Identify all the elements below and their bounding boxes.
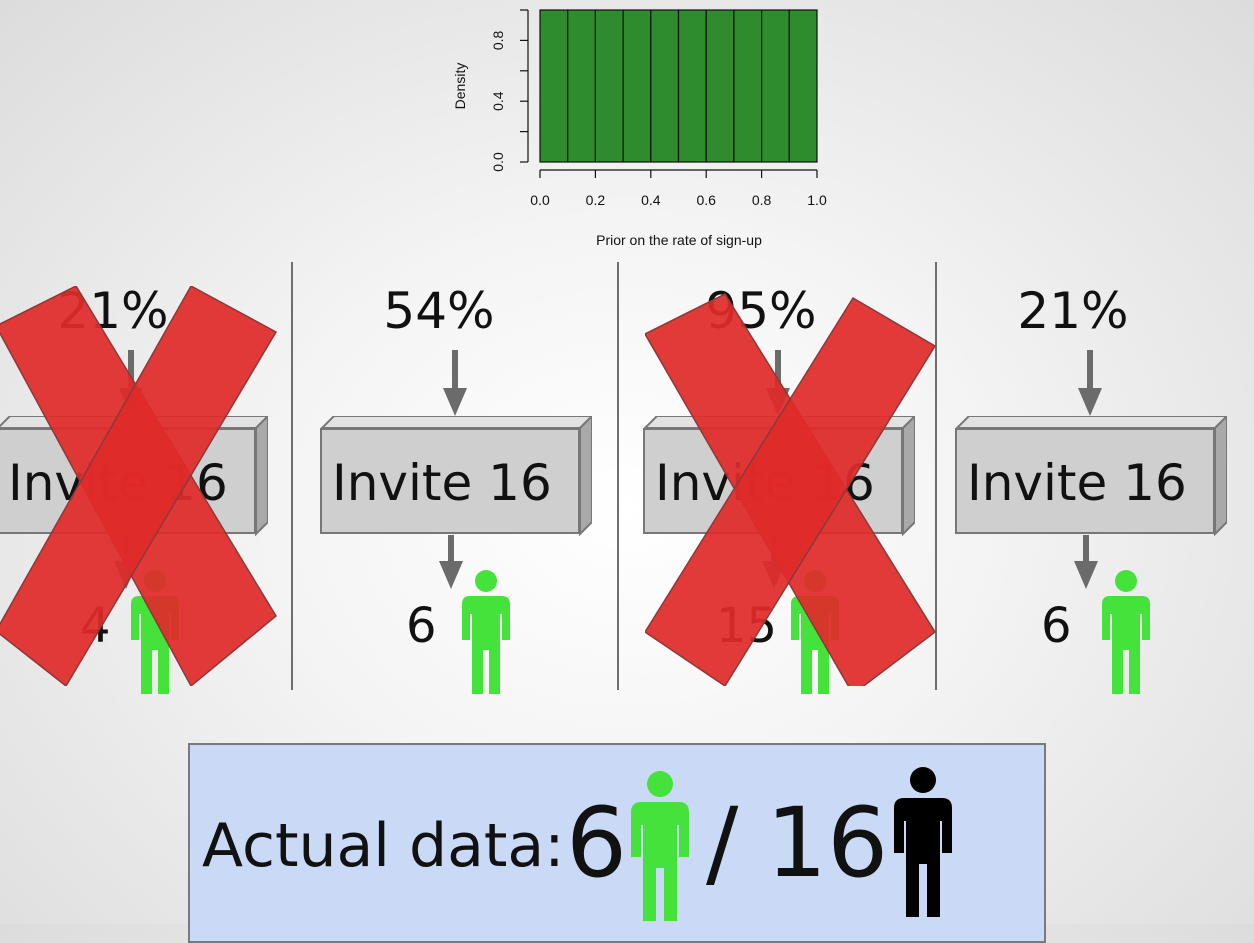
histogram-bar xyxy=(677,9,707,163)
arrow-down-icon xyxy=(1078,350,1102,416)
prior-histogram: 0.0 0.2 0.4 0.6 0.8 1.0 0.0 0.4 0.8 Density Prio… xyxy=(452,9,827,248)
person-icon xyxy=(791,570,839,694)
histogram-bar xyxy=(733,9,763,163)
invite-label: Invite 16 xyxy=(332,454,552,512)
actual-data-box: Actual data: 6 / 16 xyxy=(188,743,1046,943)
signup-count: 6 xyxy=(406,598,437,654)
y-axis-label: Density xyxy=(452,63,468,110)
person-icon xyxy=(631,771,689,921)
person-icon xyxy=(131,570,179,694)
invite-label: Invite 16 xyxy=(967,454,1187,512)
signup-count: 15 xyxy=(716,598,778,654)
histogram-bars xyxy=(539,9,818,163)
y-tick-label: 0.8 xyxy=(490,30,506,50)
actual-total: 16 xyxy=(766,787,889,899)
arrow-down-icon xyxy=(1074,535,1098,589)
x-tick-label: 0.6 xyxy=(696,192,716,208)
y-tick-label: 0.0 xyxy=(490,152,506,172)
rate-value: 21% xyxy=(1017,282,1129,340)
divider xyxy=(291,262,293,690)
simulation-panel-3: 95% Invite 16 15 xyxy=(619,0,935,700)
histogram-bar xyxy=(594,9,624,163)
y-tick-label: 0.4 xyxy=(490,91,506,111)
signup-count: 4 xyxy=(80,598,111,654)
box-3d-icon xyxy=(320,416,592,536)
x-tick-label: 0.8 xyxy=(752,192,772,208)
invite-label: Invite 16 xyxy=(655,454,875,512)
x-tick-label: 0.4 xyxy=(641,192,661,208)
histogram-bar xyxy=(705,9,735,163)
x-tick-label: 1.0 xyxy=(807,192,827,208)
arrow-down-icon xyxy=(439,535,463,589)
person-icon xyxy=(1102,570,1150,694)
actual-separator: / xyxy=(706,787,739,899)
box-front xyxy=(320,428,580,534)
histogram-axes: 0.0 0.2 0.4 0.6 0.8 1.0 0.0 0.4 0.8 xyxy=(490,9,827,208)
divider xyxy=(617,262,619,690)
rate-value: 95% xyxy=(705,282,817,340)
x-axis-label: Prior on the rate of sign-up xyxy=(596,232,762,248)
signup-count: 6 xyxy=(1041,598,1072,654)
actual-data-label: Actual data: xyxy=(202,811,565,881)
simulation-panel-4: 21% Invite 16 6 xyxy=(937,0,1254,700)
arrow-down-icon xyxy=(766,350,790,416)
arrow-down-icon xyxy=(762,535,786,589)
histogram-bar xyxy=(567,9,597,163)
histogram-bar xyxy=(650,9,680,163)
x-tick-label: 0.0 xyxy=(530,192,550,208)
simulation-panel-1: 21% Invite 16 4 xyxy=(0,0,290,700)
arrow-down-icon xyxy=(119,350,143,416)
histogram-bar xyxy=(760,9,790,163)
arrow-down-icon xyxy=(443,350,467,416)
rate-value: 54% xyxy=(383,282,495,340)
actual-signups: 6 xyxy=(566,787,628,899)
simulation-panel-2: 54% Invite 16 6 xyxy=(293,0,617,700)
x-tick-label: 0.2 xyxy=(586,192,606,208)
invite-label: Invite 16 xyxy=(8,454,228,512)
histogram-bar xyxy=(788,9,818,163)
person-icon xyxy=(462,570,510,694)
box-front xyxy=(955,428,1215,534)
histogram-bar xyxy=(539,9,569,163)
person-icon xyxy=(894,767,952,917)
rate-value: 21% xyxy=(57,282,169,340)
